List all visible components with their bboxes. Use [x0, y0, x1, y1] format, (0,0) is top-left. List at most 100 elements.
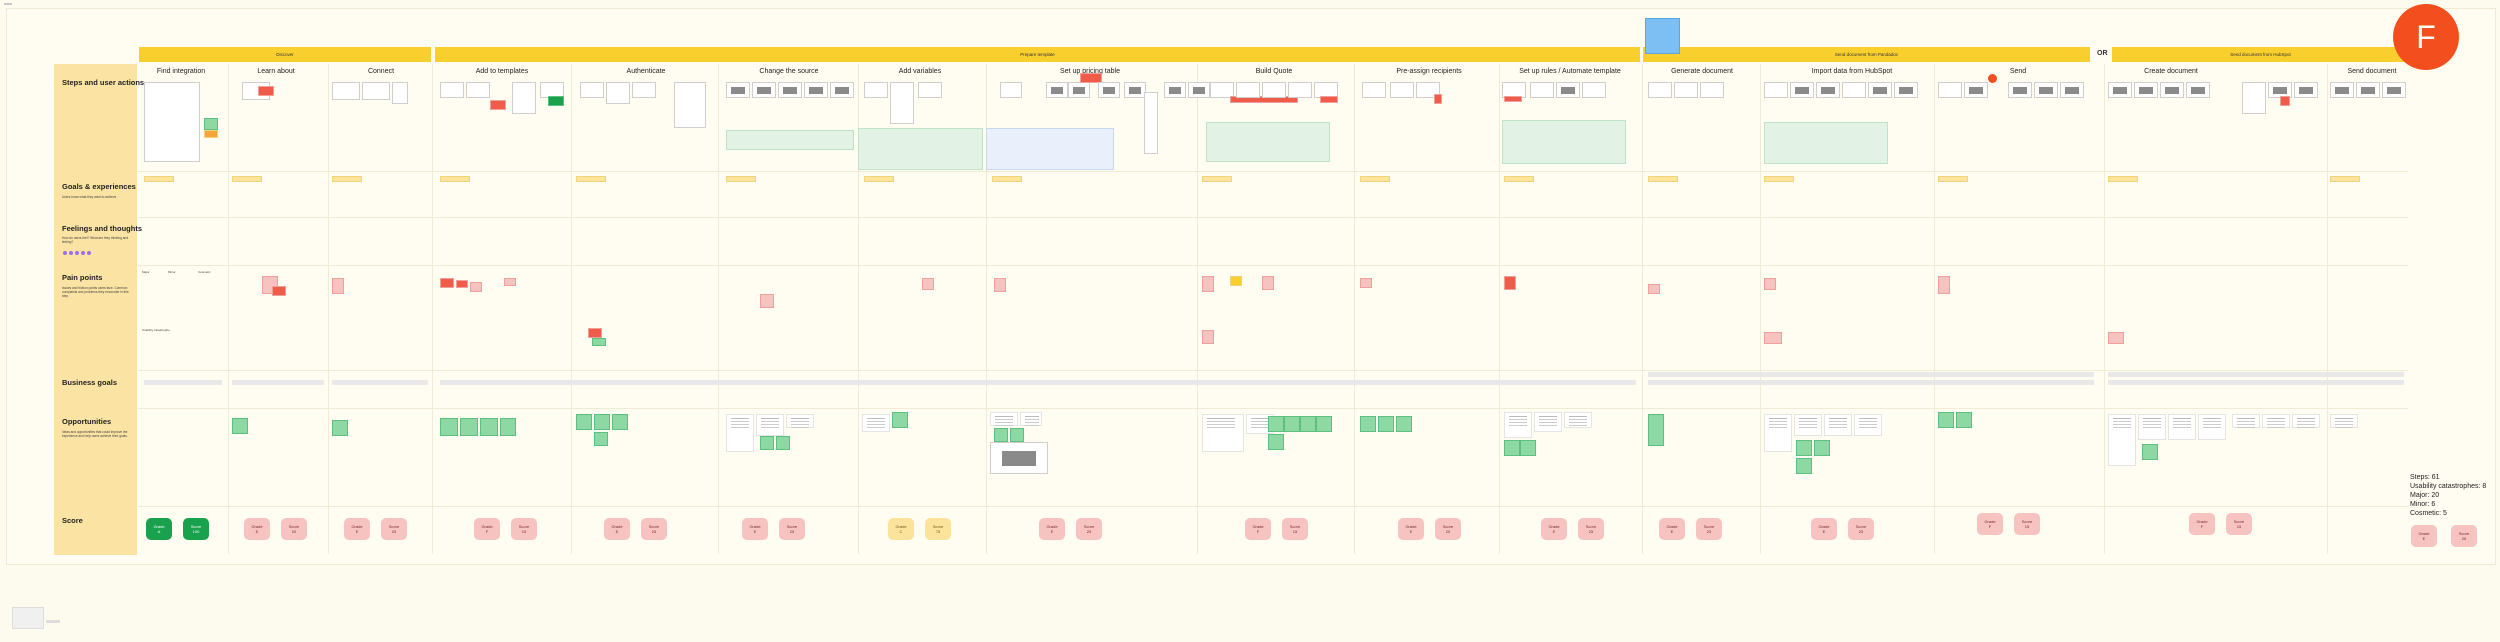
- screenshot-thumbnail[interactable]: [2294, 82, 2318, 98]
- cursor-note[interactable]: [1645, 18, 1680, 54]
- pain-sticky: [332, 278, 344, 294]
- screenshot-thumbnail[interactable]: [890, 82, 914, 124]
- opportunity-doc: [2292, 414, 2320, 428]
- opportunity-sticky: [1956, 412, 1972, 428]
- opportunity-sticky: [1378, 416, 1394, 432]
- opportunity-sticky: [232, 418, 248, 434]
- screenshot-thumbnail[interactable]: [1362, 82, 1386, 98]
- screenshot-thumbnail[interactable]: [1236, 82, 1260, 98]
- business-goal-note: [440, 380, 1636, 385]
- screenshot-thumbnail[interactable]: [2008, 82, 2032, 98]
- goal-note: [232, 176, 262, 182]
- minimap[interactable]: [12, 607, 44, 629]
- opportunity-sticky: [594, 414, 610, 430]
- screenshot-thumbnail[interactable]: [2356, 82, 2380, 98]
- annotation-sticky: [490, 100, 506, 110]
- pain-header-minor: Minor: [168, 270, 176, 274]
- screenshot-thumbnail[interactable]: [918, 82, 942, 98]
- score-card: Score 25: [1696, 518, 1722, 540]
- screenshot-thumbnail[interactable]: [1582, 82, 1606, 98]
- column-divider: [432, 64, 433, 554]
- opportunity-sticky: [892, 412, 908, 428]
- opportunity-sticky: [760, 436, 774, 450]
- screenshot-thumbnail[interactable]: [440, 82, 464, 98]
- screenshot-thumbnail[interactable]: [1188, 82, 1210, 98]
- screenshot-thumbnail[interactable]: [512, 82, 536, 114]
- screenshot-thumbnail[interactable]: [1964, 82, 1988, 98]
- annotation-sticky: [258, 86, 274, 96]
- screenshot-thumbnail[interactable]: [726, 82, 750, 98]
- screenshot-thumbnail[interactable]: [2060, 82, 2084, 98]
- screenshot-thumbnail[interactable]: [1894, 82, 1918, 98]
- row-title-feelings: Feelings and thoughts: [62, 224, 142, 233]
- screenshot-thumbnail[interactable]: [2108, 82, 2132, 98]
- screenshot-thumbnail[interactable]: [2242, 82, 2266, 114]
- screenshot-thumbnail[interactable]: [580, 82, 604, 98]
- screenshot-thumbnail[interactable]: [1210, 82, 1234, 98]
- screenshot-thumbnail[interactable]: [830, 82, 854, 98]
- screenshot-thumbnail[interactable]: [674, 82, 706, 128]
- screenshot-thumbnail[interactable]: [1764, 82, 1788, 98]
- screenshot-thumbnail[interactable]: [990, 442, 1048, 474]
- pain-sticky: [2108, 332, 2124, 344]
- opportunity-sticky: [1268, 434, 1284, 450]
- pain-sticky: [1764, 278, 1776, 290]
- screenshot-thumbnail[interactable]: [1262, 82, 1286, 98]
- screenshot-thumbnail[interactable]: [332, 82, 360, 100]
- annotation-sticky: [1434, 94, 1442, 104]
- stat-major: Major: 20: [2410, 492, 2440, 499]
- screenshot-thumbnail[interactable]: [1144, 92, 1158, 154]
- user-avatar[interactable]: F: [2393, 4, 2459, 70]
- business-goal-note: [144, 380, 222, 385]
- screenshot-thumbnail[interactable]: [1842, 82, 1866, 98]
- screenshot-thumbnail[interactable]: [778, 82, 802, 98]
- screenshot-thumbnail[interactable]: [2034, 82, 2058, 98]
- column-divider: [2104, 64, 2105, 554]
- screenshot-thumbnail[interactable]: [144, 82, 200, 162]
- screenshot-thumbnail[interactable]: [1046, 82, 1068, 98]
- screenshot-thumbnail[interactable]: [632, 82, 656, 98]
- screenshot-thumbnail[interactable]: [1674, 82, 1698, 98]
- pain-sticky: [470, 282, 482, 292]
- file-label: [4, 3, 12, 5]
- screenshot-thumbnail[interactable]: [2186, 82, 2210, 98]
- screenshot-thumbnail[interactable]: [1164, 82, 1186, 98]
- screenshot-thumbnail[interactable]: [1390, 82, 1414, 98]
- opportunity-doc: [726, 414, 754, 452]
- screenshot-thumbnail[interactable]: [1068, 82, 1090, 98]
- screenshot-thumbnail[interactable]: [1556, 82, 1580, 98]
- pain-sticky: [1764, 332, 1782, 344]
- pain-sticky: [1504, 276, 1516, 290]
- column-divider: [1499, 64, 1500, 554]
- screenshot-thumbnail[interactable]: [1288, 82, 1312, 98]
- goal-note: [1938, 176, 1968, 182]
- screenshot-thumbnail[interactable]: [752, 82, 776, 98]
- opportunity-sticky: [1796, 440, 1812, 456]
- screenshot-thumbnail[interactable]: [1790, 82, 1814, 98]
- screenshot-thumbnail[interactable]: [1098, 82, 1120, 98]
- screenshot-thumbnail[interactable]: [2330, 82, 2354, 98]
- screenshot-thumbnail[interactable]: [1000, 82, 1022, 98]
- screenshot-thumbnail[interactable]: [1816, 82, 1840, 98]
- column-divider: [1197, 64, 1198, 554]
- screenshot-thumbnail[interactable]: [2134, 82, 2158, 98]
- screenshot-thumbnail[interactable]: [362, 82, 390, 100]
- pain-sticky: [592, 338, 606, 346]
- screenshot-thumbnail[interactable]: [392, 82, 408, 104]
- opportunity-doc: [2262, 414, 2290, 428]
- screenshot-thumbnail[interactable]: [606, 82, 630, 104]
- screenshot-thumbnail[interactable]: [466, 82, 490, 98]
- screenshot-thumbnail[interactable]: [2382, 82, 2406, 98]
- screenshot-thumbnail[interactable]: [864, 82, 888, 98]
- screenshot-thumbnail[interactable]: [1530, 82, 1554, 98]
- screenshot-thumbnail[interactable]: [1648, 82, 1672, 98]
- screenshot-thumbnail[interactable]: [1124, 82, 1146, 98]
- screenshot-thumbnail[interactable]: [1700, 82, 1724, 98]
- notification-dot[interactable]: [1988, 74, 1997, 83]
- screenshot-thumbnail[interactable]: [804, 82, 828, 98]
- screenshot-thumbnail[interactable]: [1938, 82, 1962, 98]
- screenshot-thumbnail[interactable]: [2160, 82, 2184, 98]
- screenshot-thumbnail[interactable]: [1868, 82, 1892, 98]
- row-divider: [138, 217, 2408, 218]
- score-card: Grade E: [344, 518, 370, 540]
